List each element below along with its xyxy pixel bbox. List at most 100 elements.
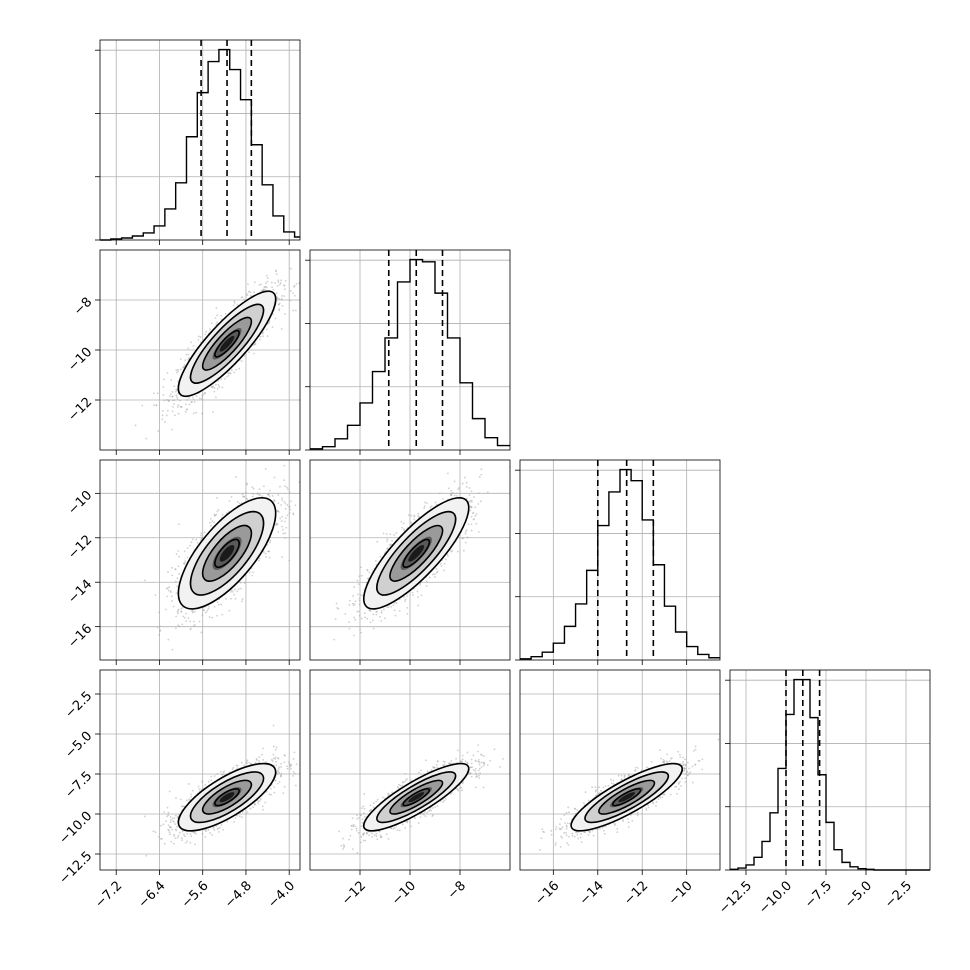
sample-point [177, 368, 179, 371]
hist-frame [729, 669, 931, 871]
sample-point [404, 600, 406, 603]
sample-point [436, 571, 438, 574]
sample-point [238, 588, 240, 590]
sample-point [233, 301, 236, 304]
sample-point [217, 380, 220, 382]
sample-point [176, 585, 179, 588]
sample-point [184, 560, 187, 563]
sample-point [228, 500, 231, 502]
sample-point [264, 552, 267, 555]
sample-point [227, 374, 230, 377]
sample-point [258, 557, 261, 560]
sample-point [348, 621, 350, 624]
sample-point [376, 540, 379, 543]
sample-point [443, 569, 445, 572]
sample-point [198, 620, 201, 623]
sample-point [286, 486, 288, 489]
sample-point [200, 534, 202, 537]
sample-point [266, 335, 269, 338]
sample-point [464, 541, 467, 544]
sample-point [197, 339, 200, 341]
sample-point [403, 596, 405, 599]
sample-point [205, 330, 207, 333]
sample-point [166, 409, 169, 412]
sample-point [212, 411, 214, 414]
contour-1 [189, 303, 265, 384]
sample-point [192, 398, 195, 401]
sample-point [358, 597, 361, 600]
hist-background [100, 40, 300, 240]
sample-point [352, 634, 355, 637]
sample-point [249, 291, 251, 294]
sample-point [348, 627, 351, 630]
sample-point [292, 309, 295, 312]
sample-point [253, 291, 256, 294]
sample-point [289, 267, 292, 270]
sample-point [181, 606, 184, 609]
sample-point [286, 514, 289, 517]
sample-point [247, 283, 249, 286]
sample-point [368, 571, 371, 574]
sample-point [191, 610, 194, 613]
sample-point [186, 408, 189, 411]
sample-point [447, 555, 449, 558]
sample-point [393, 533, 396, 536]
sample-point [423, 501, 426, 504]
sample-point [375, 610, 378, 613]
sample-point [192, 412, 195, 415]
sample-point [170, 428, 173, 431]
sample-point [468, 494, 471, 497]
sample-point [201, 536, 204, 539]
sample-point [204, 333, 207, 336]
sample-point [152, 392, 155, 395]
sample-point [351, 602, 354, 605]
sample-point [241, 598, 244, 601]
sample-point [181, 623, 184, 626]
sample-point [245, 491, 247, 494]
contour-2 [201, 316, 253, 371]
sample-point [159, 625, 161, 628]
sample-point [177, 624, 180, 627]
sample-point [279, 281, 282, 284]
sample-point [175, 592, 178, 595]
sample-point [164, 420, 166, 423]
sample-point [195, 411, 198, 414]
hist-step [100, 48, 300, 241]
sample-point [263, 485, 265, 488]
sample-point [477, 492, 480, 495]
pair-panel-0-1 [95, 249, 301, 455]
sample-point [217, 384, 220, 386]
sample-point [386, 547, 388, 550]
sample-point [385, 533, 388, 535]
sample-point [389, 533, 392, 536]
sample-point [261, 495, 264, 498]
sample-point [412, 594, 414, 596]
sample-point [337, 607, 340, 610]
sample-point [284, 312, 286, 315]
sample-point [425, 580, 428, 583]
sample-point [288, 491, 291, 494]
sample-point [176, 396, 178, 398]
sample-point [357, 593, 359, 596]
pair-panel-0-2 [95, 459, 301, 665]
sample-point [380, 611, 383, 614]
sample-point [375, 613, 378, 616]
sample-point [289, 299, 292, 302]
sample-point [188, 397, 190, 399]
sample-point [167, 399, 170, 401]
sample-point [183, 364, 186, 367]
sample-point [154, 594, 157, 596]
sample-point [155, 404, 158, 407]
sample-point [279, 517, 282, 520]
sample-point [175, 388, 178, 391]
sample-point [210, 322, 213, 325]
pair-content [310, 460, 510, 660]
sample-point [245, 292, 248, 295]
sample-point [457, 488, 460, 491]
sample-point [166, 595, 169, 598]
sample-point [174, 580, 177, 583]
sample-point [265, 282, 267, 285]
sample-point [243, 298, 246, 301]
sample-point [383, 608, 385, 611]
sample-point [177, 550, 179, 552]
